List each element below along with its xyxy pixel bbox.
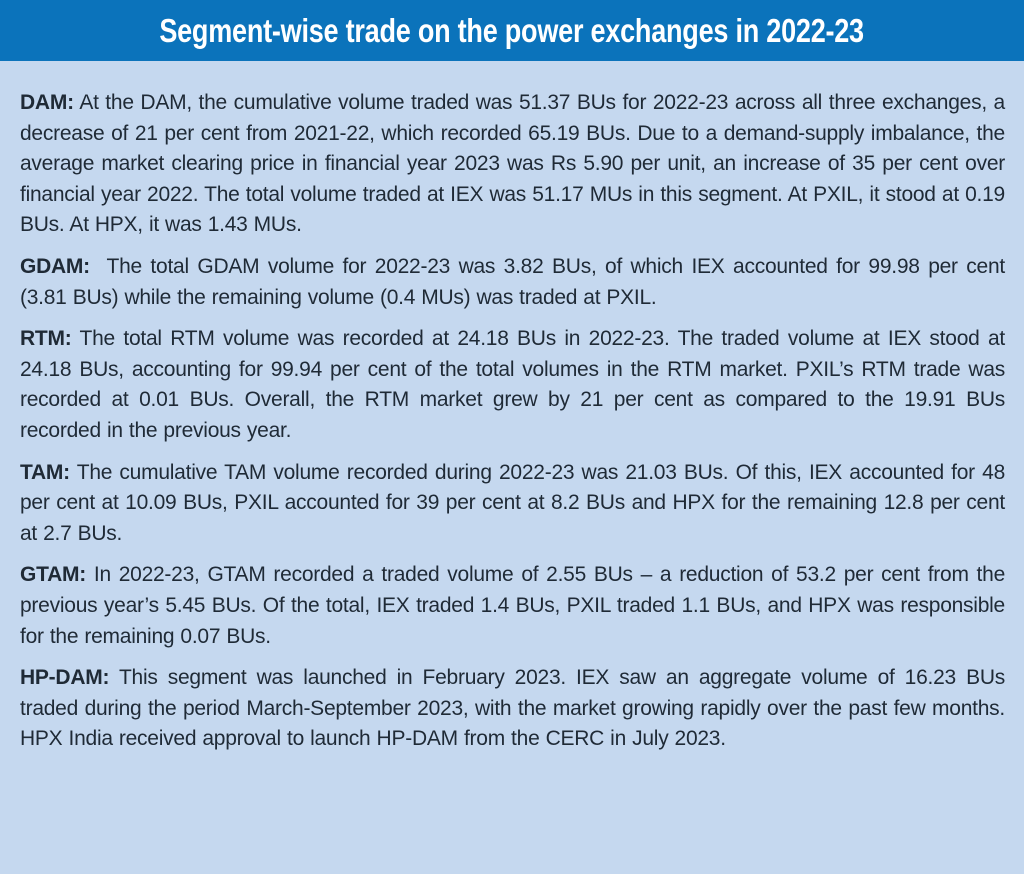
paragraph-text-hp-dam: This segment was launched in February 20…	[20, 666, 1005, 751]
paragraph-tam: TAM: The cumulative TAM volume recorded …	[20, 458, 1005, 550]
body-content: DAM: At the DAM, the cumulative volume t…	[20, 88, 1005, 766]
title-bar: Segment-wise trade on the power exchange…	[0, 0, 1024, 61]
paragraph-text-rtm: The total RTM volume was recorded at 24.…	[20, 327, 1005, 442]
paragraph-label-gtam: GTAM:	[20, 563, 87, 587]
paragraph-gdam: GDAM: The total GDAM volume for 2022-23 …	[20, 252, 1005, 313]
paragraph-label-gdam: GDAM:	[20, 254, 90, 278]
box-title: Segment-wise trade on the power exchange…	[159, 11, 865, 49]
paragraph-gtam: GTAM: In 2022-23, GTAM recorded a traded…	[20, 560, 1005, 652]
paragraph-text-gdam: The total GDAM volume for 2022-23 was 3.…	[20, 254, 1012, 309]
paragraph-dam: DAM: At the DAM, the cumulative volume t…	[20, 88, 1005, 241]
paragraph-label-rtm: RTM:	[20, 327, 72, 351]
paragraph-label-hp-dam: HP-DAM:	[20, 666, 110, 690]
paragraph-hp-dam: HP-DAM: This segment was launched in Feb…	[20, 663, 1005, 755]
paragraph-label-tam: TAM:	[20, 460, 70, 484]
paragraph-text-dam: At the DAM, the cumulative volume traded…	[20, 91, 1005, 237]
paragraph-text-gtam: In 2022-23, GTAM recorded a traded volum…	[20, 563, 1005, 648]
paragraph-rtm: RTM: The total RTM volume was recorded a…	[20, 324, 1005, 446]
paragraph-label-dam: DAM:	[20, 91, 74, 114]
paragraph-text-tam: The cumulative TAM volume recorded durin…	[20, 460, 1005, 545]
